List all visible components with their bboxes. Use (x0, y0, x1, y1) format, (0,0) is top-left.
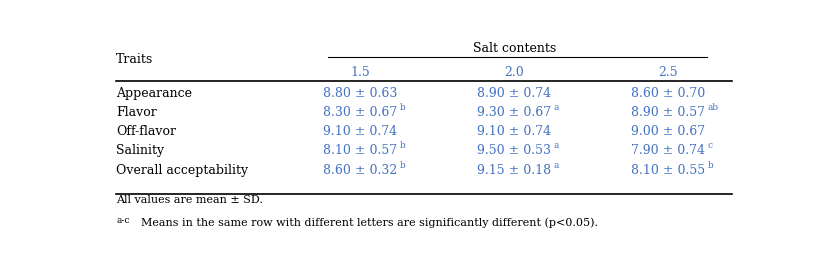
Text: 8.90 ± 0.57: 8.90 ± 0.57 (630, 106, 705, 119)
Text: 9.15 ± 0.18: 9.15 ± 0.18 (476, 164, 551, 177)
Text: 8.60 ± 0.70: 8.60 ± 0.70 (630, 87, 705, 100)
Text: Overall acceptability: Overall acceptability (116, 164, 248, 177)
Text: a: a (553, 141, 559, 150)
Text: b: b (399, 161, 405, 170)
Text: 9.00 ± 0.67: 9.00 ± 0.67 (630, 125, 705, 138)
Text: b: b (399, 103, 405, 112)
Text: 2.0: 2.0 (504, 67, 523, 80)
Text: 8.90 ± 0.74: 8.90 ± 0.74 (476, 87, 551, 100)
Text: Off-flavor: Off-flavor (116, 125, 176, 138)
Text: Traits: Traits (116, 54, 153, 67)
Text: 8.60 ± 0.32: 8.60 ± 0.32 (323, 164, 397, 177)
Text: 2.5: 2.5 (657, 67, 677, 80)
Text: Salt contents: Salt contents (472, 41, 555, 55)
Text: Means in the same row with different letters are significantly different (p<0.05: Means in the same row with different let… (134, 218, 598, 228)
Text: 8.10 ± 0.55: 8.10 ± 0.55 (630, 164, 705, 177)
Text: All values are mean ± SD.: All values are mean ± SD. (116, 195, 263, 205)
Text: b: b (399, 141, 405, 150)
Text: 8.10 ± 0.57: 8.10 ± 0.57 (323, 144, 397, 157)
Text: Salinity: Salinity (116, 144, 165, 157)
Text: 8.80 ± 0.63: 8.80 ± 0.63 (323, 87, 397, 100)
Text: 9.10 ± 0.74: 9.10 ± 0.74 (323, 125, 397, 138)
Text: 9.50 ± 0.53: 9.50 ± 0.53 (476, 144, 551, 157)
Text: a-c: a-c (116, 215, 130, 225)
Text: c: c (707, 141, 712, 150)
Text: 9.10 ± 0.74: 9.10 ± 0.74 (476, 125, 551, 138)
Text: 8.30 ± 0.67: 8.30 ± 0.67 (323, 106, 397, 119)
Text: a: a (553, 103, 559, 112)
Text: a: a (553, 161, 559, 170)
Text: Flavor: Flavor (116, 106, 157, 119)
Text: 9.30 ± 0.67: 9.30 ± 0.67 (476, 106, 551, 119)
Text: 7.90 ± 0.74: 7.90 ± 0.74 (630, 144, 705, 157)
Text: b: b (707, 161, 713, 170)
Text: 1.5: 1.5 (350, 67, 370, 80)
Text: Appearance: Appearance (116, 87, 192, 100)
Text: ab: ab (707, 103, 718, 112)
